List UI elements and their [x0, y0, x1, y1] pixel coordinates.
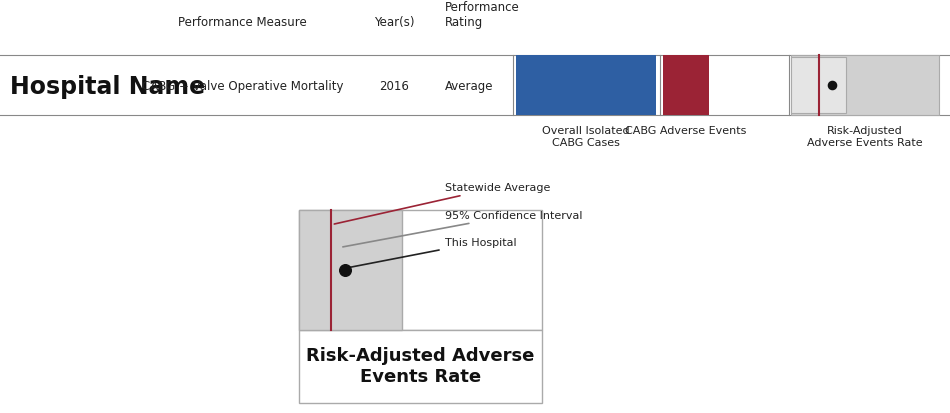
- Text: Overall Isolated
CABG Cases: Overall Isolated CABG Cases: [542, 126, 630, 147]
- Text: Hospital Name: Hospital Name: [10, 75, 204, 99]
- Text: CABG + Valve Operative Mortality: CABG + Valve Operative Mortality: [142, 80, 343, 93]
- Text: Risk-Adjusted Adverse
Events Rate: Risk-Adjusted Adverse Events Rate: [306, 346, 535, 385]
- Text: Statewide Average: Statewide Average: [334, 183, 550, 225]
- Text: Performance Measure: Performance Measure: [178, 16, 307, 29]
- Bar: [791, 56, 939, 116]
- Point: [825, 83, 840, 89]
- Bar: [299, 211, 402, 330]
- Text: 95% Confidence Interval: 95% Confidence Interval: [343, 211, 582, 247]
- Text: CABG Adverse Events: CABG Adverse Events: [625, 126, 747, 136]
- Bar: [516, 56, 656, 116]
- Bar: [299, 330, 542, 403]
- Bar: [299, 211, 542, 330]
- Bar: [791, 58, 846, 114]
- Text: This Hospital: This Hospital: [349, 237, 516, 268]
- Text: 2016: 2016: [379, 80, 409, 93]
- Point: [337, 267, 352, 274]
- Text: Year(s): Year(s): [374, 16, 414, 29]
- Text: Average: Average: [445, 80, 493, 93]
- Text: Performance
Rating: Performance Rating: [445, 1, 520, 29]
- Bar: [663, 56, 709, 116]
- Text: Risk-Adjusted
Adverse Events Rate: Risk-Adjusted Adverse Events Rate: [807, 126, 922, 147]
